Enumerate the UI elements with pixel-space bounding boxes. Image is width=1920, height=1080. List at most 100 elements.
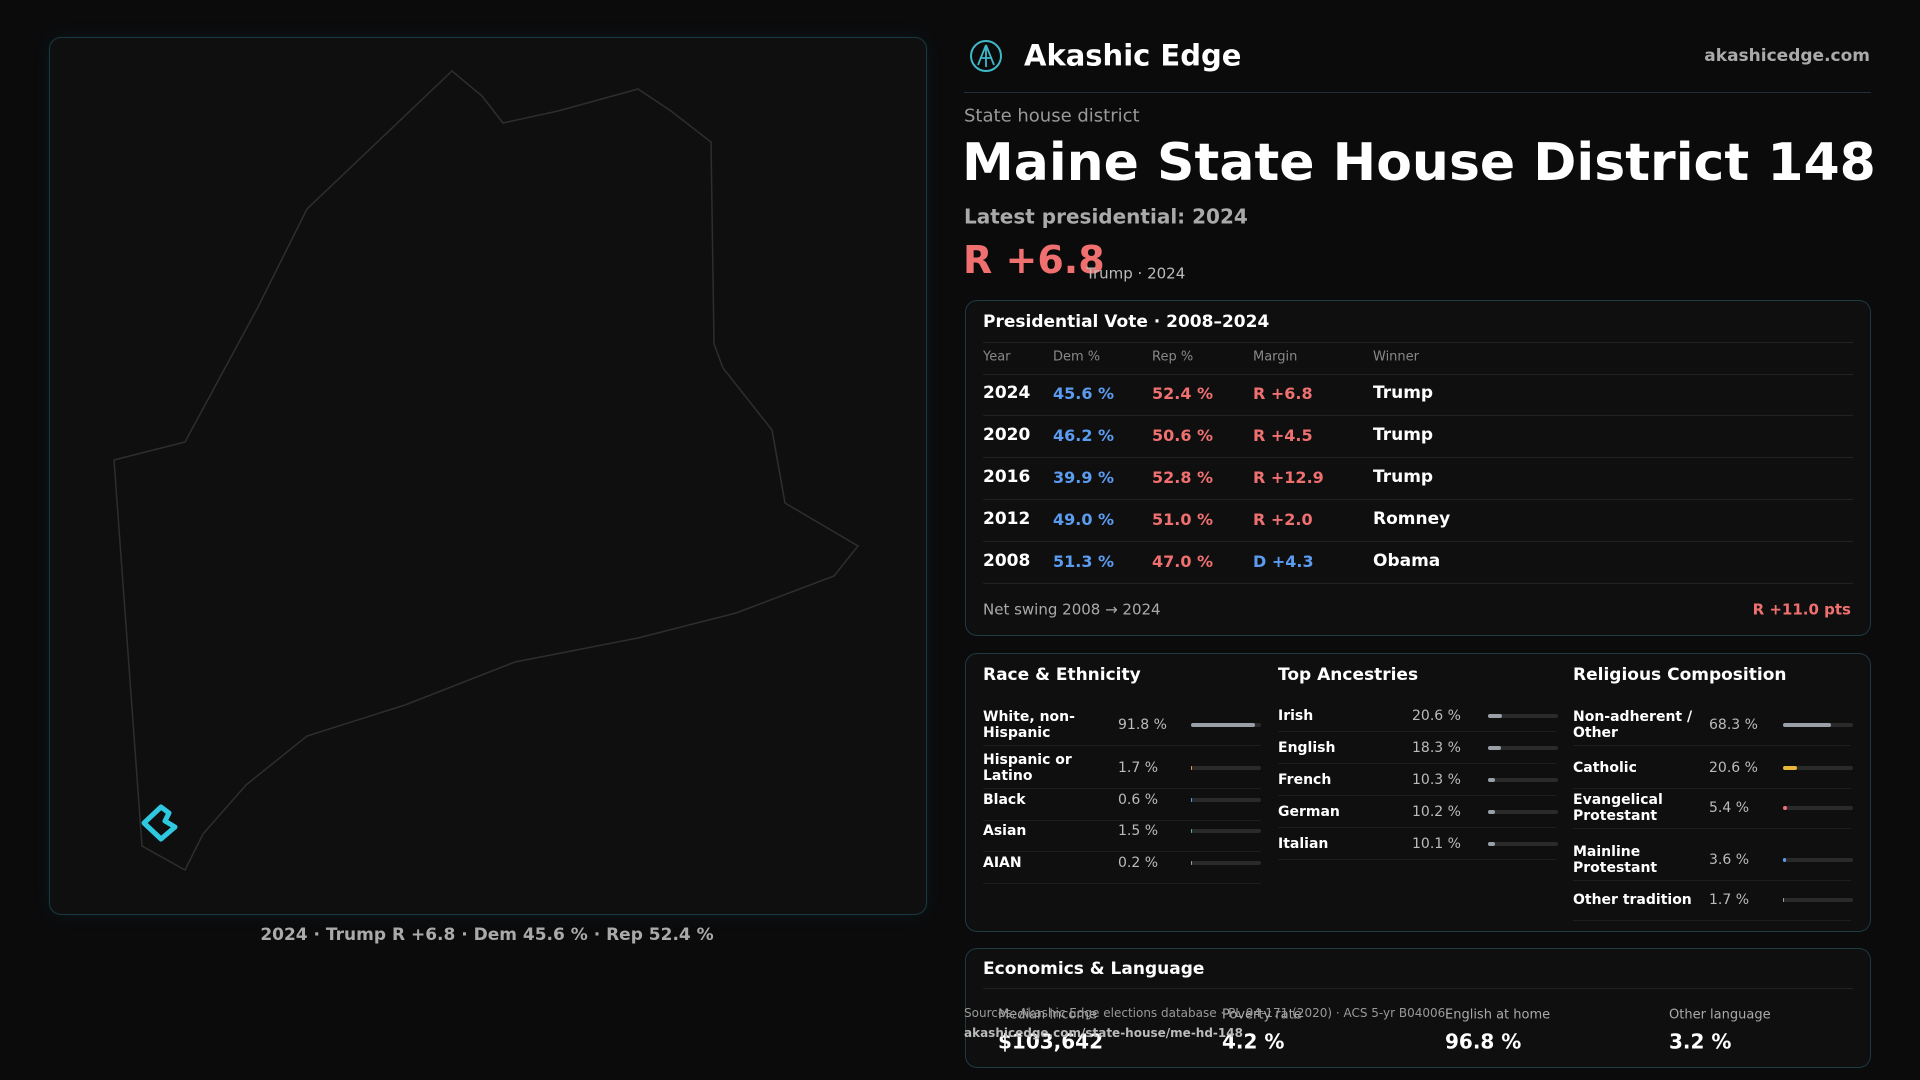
- divider: [983, 883, 1261, 884]
- section-title: Top Ancestries: [1278, 665, 1419, 686]
- header-divider: [964, 92, 1871, 93]
- state-outline: [113, 69, 860, 872]
- row-label: Catholic: [1573, 759, 1637, 776]
- bar: [1783, 806, 1787, 810]
- bar-track: [1488, 746, 1558, 750]
- divider: [1278, 795, 1556, 796]
- bar: [1191, 766, 1193, 770]
- bar-track: [1783, 766, 1853, 770]
- table-title: Presidential Vote · 2008–2024: [983, 312, 1270, 333]
- net-swing-value: R +11.0 pts: [1752, 600, 1851, 619]
- year: 2008: [983, 551, 1031, 572]
- bar-track: [1191, 861, 1261, 865]
- bar-track: [1783, 898, 1853, 902]
- row-value: 0.6 %: [1118, 791, 1159, 808]
- year: 2020: [983, 425, 1031, 446]
- divider: [983, 374, 1853, 375]
- divider: [983, 499, 1853, 500]
- bar: [1488, 842, 1496, 846]
- divider: [1573, 920, 1851, 921]
- metric-label: Median income: [998, 1007, 1098, 1023]
- map: [113, 69, 860, 872]
- district-highlight: [141, 804, 178, 842]
- bar: [1783, 723, 1831, 727]
- column-header: Year: [983, 349, 1011, 365]
- row-label: Italian: [1278, 835, 1329, 852]
- winner: Trump: [1373, 383, 1434, 404]
- row-value: 20.6 %: [1412, 707, 1461, 724]
- row-value: 20.6 %: [1709, 759, 1758, 776]
- divider: [983, 415, 1853, 416]
- row-label: French: [1278, 771, 1332, 788]
- latest-label: Latest presidential: 2024: [964, 204, 1248, 229]
- metric-value: 3.2 %: [1669, 1029, 1732, 1054]
- margin: R +6.8: [963, 238, 1105, 283]
- metric-label: Poverty rate: [1222, 1007, 1302, 1023]
- divider: [983, 541, 1853, 542]
- divider: [983, 583, 1853, 584]
- row-label: Hispanic or Latino: [983, 751, 1072, 784]
- section-title: Race & Ethnicity: [983, 665, 1141, 686]
- metric-value: 96.8 %: [1445, 1029, 1522, 1054]
- rep-share: 52.4 %: [1152, 383, 1214, 403]
- divider: [983, 745, 1261, 746]
- divider: [983, 457, 1853, 458]
- row-value: 5.4 %: [1709, 799, 1750, 816]
- row-value: 1.7 %: [1709, 891, 1750, 908]
- economics-panel: [965, 948, 1871, 1068]
- bar: [1191, 723, 1256, 727]
- row-label: Evangelical Protestant: [1573, 791, 1663, 824]
- row-value: 10.2 %: [1412, 803, 1461, 820]
- sources: Sources: Akashic Edge elections database…: [964, 1006, 1446, 1021]
- divider: [983, 851, 1261, 852]
- divider: [1573, 880, 1851, 881]
- divider: [1573, 828, 1851, 829]
- row-value: 68.3 %: [1709, 716, 1758, 733]
- dem-share: 49.0 %: [1053, 509, 1115, 529]
- column-header: Rep %: [1152, 349, 1194, 365]
- bar-track: [1488, 842, 1558, 846]
- row-value: 1.5 %: [1118, 822, 1159, 839]
- map-panel: [49, 37, 927, 915]
- row-value: 18.3 %: [1412, 739, 1461, 756]
- winner: Trump: [1373, 425, 1434, 446]
- metric-value: 4.2 %: [1222, 1029, 1285, 1054]
- bar: [1783, 858, 1786, 862]
- divider: [1278, 859, 1556, 860]
- margin-cell: R +12.9: [1253, 467, 1324, 487]
- bar: [1783, 898, 1785, 902]
- margin-cell: R +2.0: [1253, 509, 1313, 529]
- margin-cell: R +4.5: [1253, 425, 1313, 445]
- row-label: Asian: [983, 822, 1027, 839]
- rep-share: 50.6 %: [1152, 425, 1214, 445]
- vote-panel: [965, 300, 1871, 636]
- row-value: 3.6 %: [1709, 851, 1750, 868]
- year: 2016: [983, 467, 1031, 488]
- divider: [1278, 731, 1556, 732]
- row-label: Black: [983, 791, 1026, 808]
- source-link: akashicedge.com/state-house/me-hd-148: [964, 1026, 1243, 1041]
- bar-track: [1191, 829, 1261, 833]
- divider: [983, 342, 1853, 343]
- row-label: Non-adherent / Other: [1573, 708, 1693, 741]
- bar-track: [1191, 766, 1261, 770]
- year: 2024: [983, 383, 1031, 404]
- row-value: 10.1 %: [1412, 835, 1461, 852]
- brand-name: Akashic Edge: [1024, 38, 1242, 73]
- rep-share: 47.0 %: [1152, 551, 1214, 571]
- metric-label: English at home: [1445, 1007, 1551, 1023]
- dem-share: 45.6 %: [1053, 383, 1115, 403]
- bar-track: [1191, 798, 1261, 802]
- column-header: Winner: [1373, 349, 1420, 365]
- kicker: State house district: [964, 105, 1140, 127]
- rep-share: 52.8 %: [1152, 467, 1214, 487]
- bar: [1783, 766, 1798, 770]
- bar-track: [1488, 714, 1558, 718]
- bar-track: [1488, 778, 1558, 782]
- margin-cell: D +4.3: [1253, 551, 1314, 571]
- divider: [983, 820, 1261, 821]
- divider: [1278, 763, 1556, 764]
- row-label: Other tradition: [1573, 891, 1692, 908]
- bar: [1191, 829, 1193, 833]
